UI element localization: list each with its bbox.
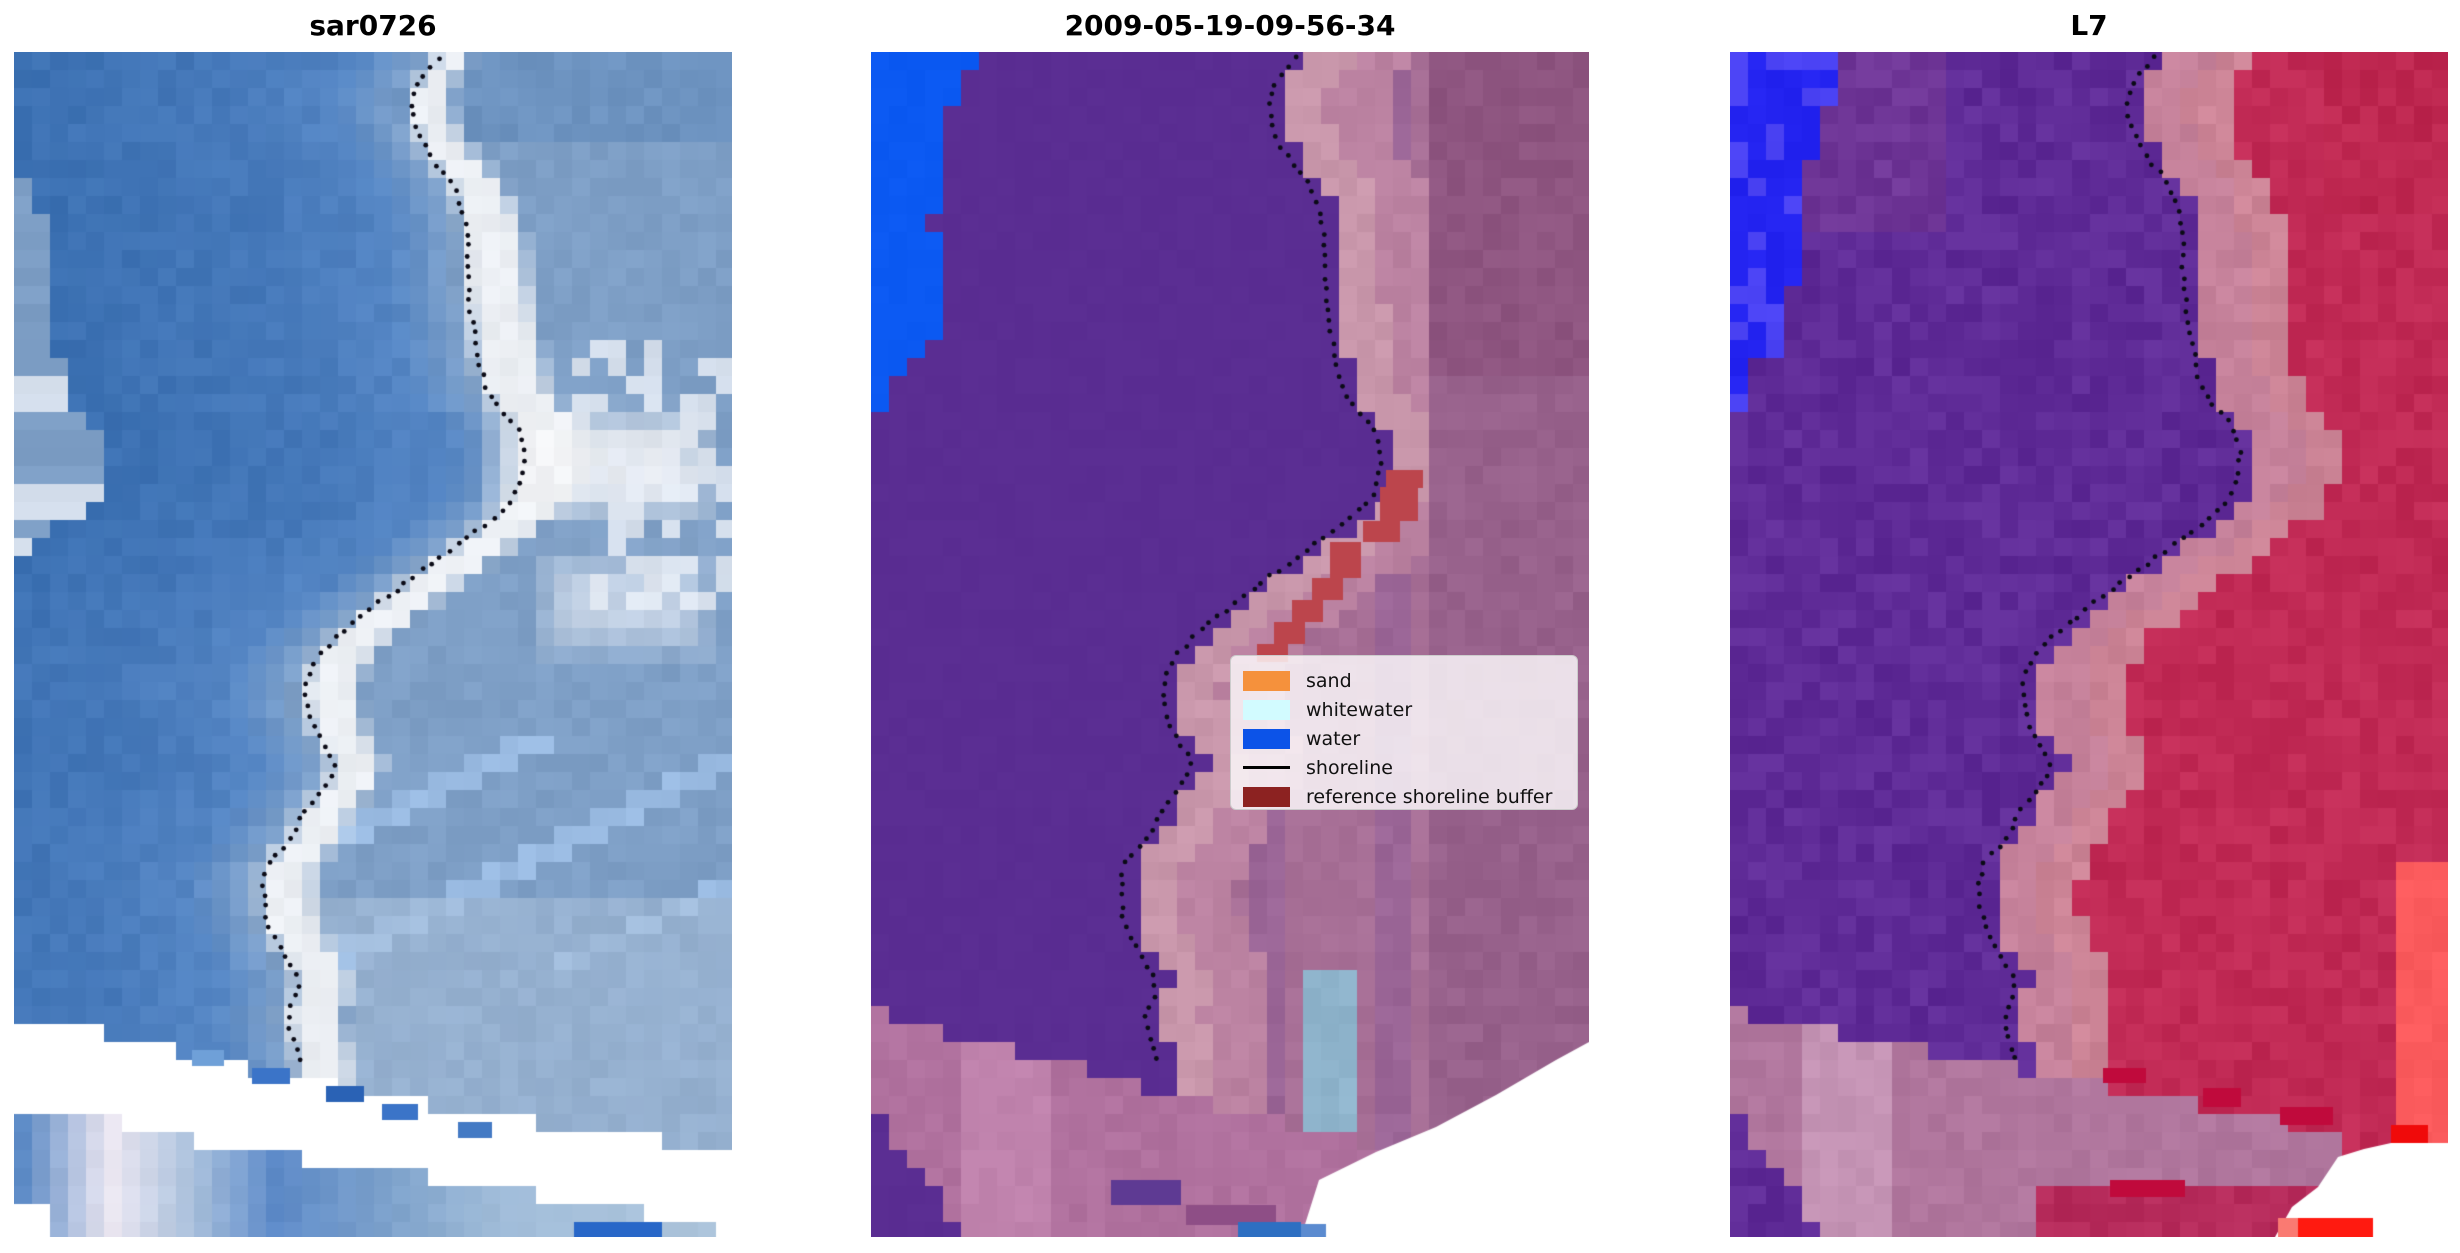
legend-item-whitewater: whitewater [1243,695,1563,724]
legend-color-swatch [1243,786,1290,807]
legend-label: reference shoreline buffer [1306,785,1553,808]
panel-title-date: 2009-05-19-09-56-34 [1064,9,1396,42]
legend-color-swatch [1243,728,1290,749]
legend: sand whitewater water shoreline reference sh… [1230,655,1578,810]
panel-title-l7: L7 [2070,9,2108,42]
legend-item-shoreline: shoreline [1243,753,1563,782]
legend-label: whitewater [1306,698,1413,721]
panel-image-sar0726 [14,52,732,1237]
legend-color-swatch [1243,699,1290,720]
legend-color-swatch [1243,670,1290,691]
legend-line-swatch [1243,766,1290,769]
panel-title-sar0726: sar0726 [309,9,437,42]
legend-label: shoreline [1306,756,1393,779]
legend-label: water [1306,727,1361,750]
panel-image-classified [871,52,1589,1237]
legend-item-sand: sand [1243,666,1563,695]
panel-image-l7 [1730,52,2448,1237]
legend-label: sand [1306,669,1352,692]
legend-item-water: water [1243,724,1563,753]
legend-item-reference-shoreline-buffer: reference shoreline buffer [1243,782,1563,811]
